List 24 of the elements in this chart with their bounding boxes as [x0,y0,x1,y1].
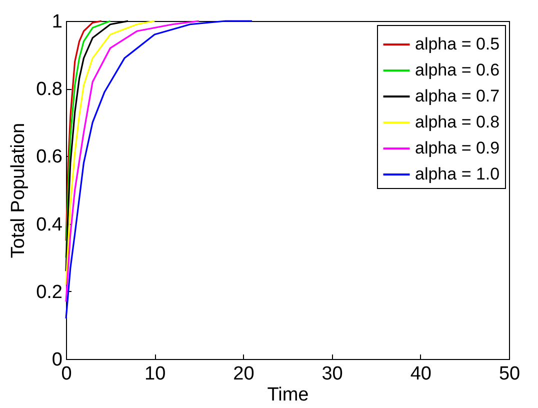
y-tick-label: 0.8 [36,79,62,100]
line-series [65,20,156,286]
y-tick-label: 0.6 [36,146,62,168]
legend-label: alpha = 1.0 [415,164,500,184]
line-series [65,20,253,320]
y-tick-label: 0.2 [36,282,62,303]
legend-label: alpha = 0.8 [415,112,500,132]
y-axis-title: Total Population [8,122,30,258]
x-axis-title: Time [267,384,309,406]
legend-label: alpha = 0.9 [415,138,500,158]
y-tick-label: 0 [52,350,62,370]
x-tick-label: 20 [233,364,254,384]
line-series [65,20,112,258]
y-tick-label: 0.4 [36,214,63,236]
line-series [65,20,102,242]
legend-label: alpha = 0.5 [415,34,500,54]
x-tick-label: 30 [322,364,343,384]
line-series [65,20,200,302]
x-tick-label: 10 [144,364,166,384]
y-tick-label: 1 [52,12,62,32]
legend-label: alpha = 0.7 [415,86,500,106]
x-tick-label: 50 [498,364,520,384]
legend-label: alpha = 0.6 [415,60,500,80]
x-tick-label: 40 [410,364,432,384]
